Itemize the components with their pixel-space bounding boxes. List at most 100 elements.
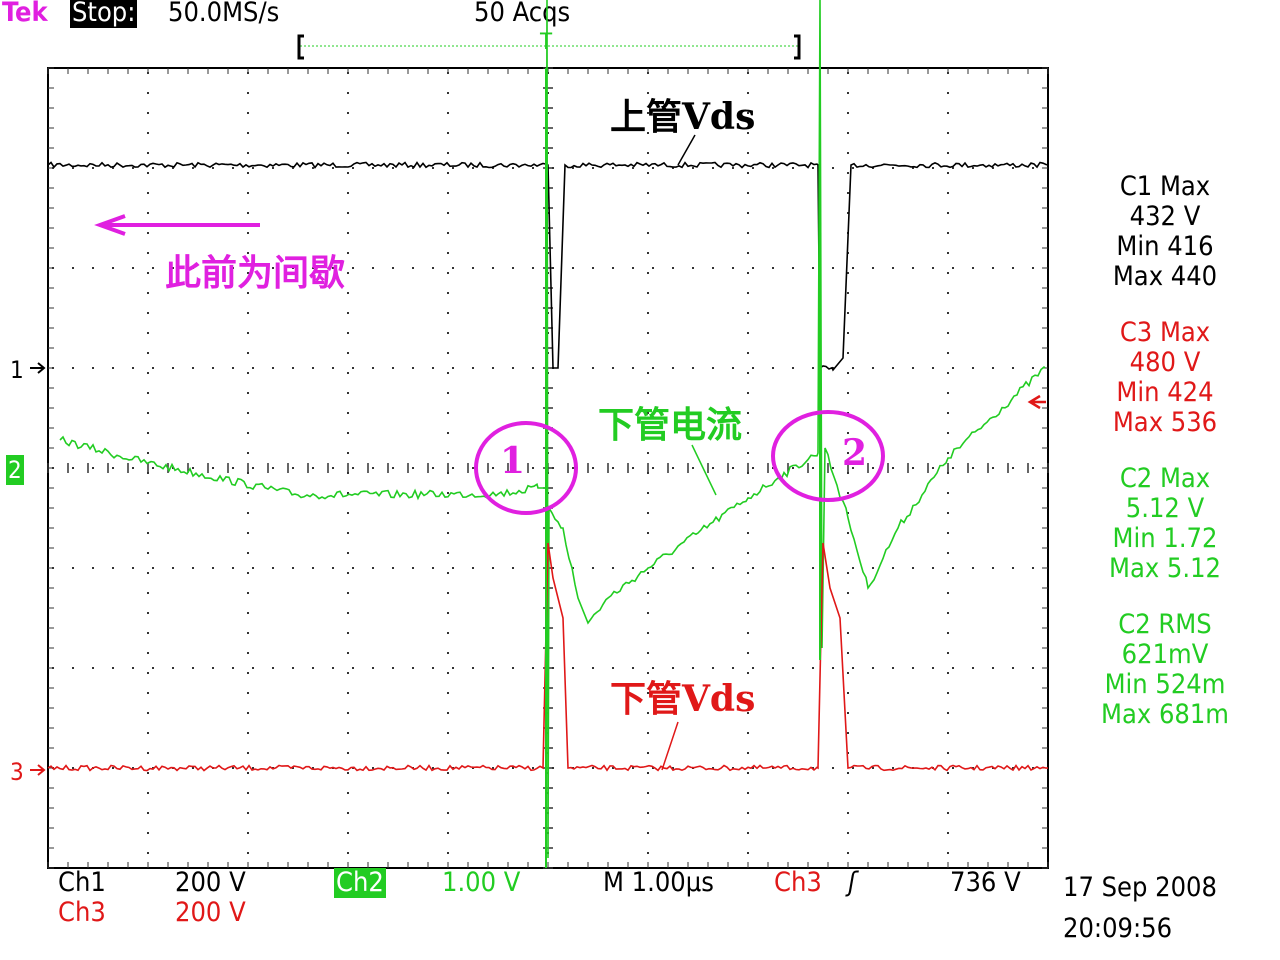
timebase[interactable]: M 1.00µs [603,867,714,898]
grid-dot [147,272,149,274]
grid-dot [472,167,474,169]
grid-dot [872,767,874,769]
grid-dot [232,567,234,569]
grid-dot [647,212,649,214]
grid-dot [492,767,494,769]
annotation-lower-current: 下管电流 [598,404,743,446]
grid-dot [747,512,749,514]
grid-dot [1032,467,1034,469]
grid-dot [747,292,749,294]
grid-dot [647,252,649,254]
ch2-label[interactable]: Ch2 [334,867,386,898]
grid-dot [947,172,949,174]
ch1-ground-marker[interactable]: 1 [10,356,24,384]
grid-dot [447,592,449,594]
grid-dot [872,267,874,269]
grid-dot [847,692,849,694]
grid-dot [847,392,849,394]
grid-dot [747,832,749,834]
trigger-level[interactable]: 736 V [950,867,1021,898]
highlight-circle-1 [474,421,578,515]
grid-dot [1032,767,1034,769]
trace-ch3 [47,542,1049,772]
record-bracket-left [297,34,304,60]
grid-dot [592,667,594,669]
grid-dot [652,667,654,669]
grid-dot [792,267,794,269]
grid-dot [92,567,94,569]
grid-dot [312,767,314,769]
grid-dot [812,567,814,569]
grid-dot [972,167,974,169]
grid-dot [532,167,534,169]
grid-dot [747,552,749,554]
grid-dot [852,767,854,769]
grid-dot [447,612,449,614]
leader-lower-current [691,444,717,496]
ch2-scale[interactable]: 1.00 V [442,867,521,898]
grid-dot [847,192,849,194]
grid-dot [747,452,749,454]
grid-dot [747,572,749,574]
grid-dot [332,567,334,569]
grid-dot [112,767,114,769]
grid-dot [247,152,249,154]
grid-dot [192,367,194,369]
grid-dot [947,852,949,854]
grid-dot [892,267,894,269]
grid-dot [192,267,194,269]
meas-min: Min 524m [1104,669,1226,700]
grid-dot [447,132,449,134]
ch1-label[interactable]: Ch1 [58,867,106,898]
grid-dot [472,267,474,269]
grid-dot [347,792,349,794]
grid-dot [647,92,649,94]
grid-dot [252,367,254,369]
grid-dot [272,567,274,569]
ch3-label[interactable]: Ch3 [58,897,106,928]
grid-dot [447,332,449,334]
grid-dot [92,267,94,269]
grid-dot [992,167,994,169]
grid-dot [247,132,249,134]
grid-dot [152,767,154,769]
grid-dot [612,267,614,269]
trigger-slope-icon[interactable]: ʃ [848,867,857,898]
grid-dot [152,267,154,269]
grid-dot [147,692,149,694]
grid-dot [532,367,534,369]
ch3-ground-marker[interactable]: 3 [10,758,24,786]
grid-dot [152,467,154,469]
grid-dot [272,667,274,669]
grid-dot [652,567,654,569]
grid-dot [347,352,349,354]
meas-title: C3 Max [1119,317,1211,348]
grid-dot [432,467,434,469]
ch1-scale[interactable]: 200 V [175,867,246,898]
grid-dot [747,352,749,354]
ch3-scale[interactable]: 200 V [175,897,246,928]
grid-dot [872,667,874,669]
trigger-source[interactable]: Ch3 [774,867,822,898]
grid-dot [647,692,649,694]
grid-dot [247,92,249,94]
grid-dot [912,167,914,169]
grid-dot [692,467,694,469]
grid-dot [132,467,134,469]
grid-dot [247,332,249,334]
grid-dot [747,112,749,114]
ch2-ground-marker[interactable]: 2 [6,455,24,485]
grid-dot [647,652,649,654]
grid-dot [1012,767,1014,769]
grid-dot [447,712,449,714]
grid-dot [752,167,754,169]
grid-dot [832,267,834,269]
grid-dot [647,552,649,554]
grid-dot [952,567,954,569]
trigger-position-marker[interactable]: T [540,30,553,55]
meas-min: Min 1.72 [1112,523,1218,554]
grid-dot [747,152,749,154]
grid-dot [132,167,134,169]
grid-dot [247,392,249,394]
grid-dot [247,692,249,694]
